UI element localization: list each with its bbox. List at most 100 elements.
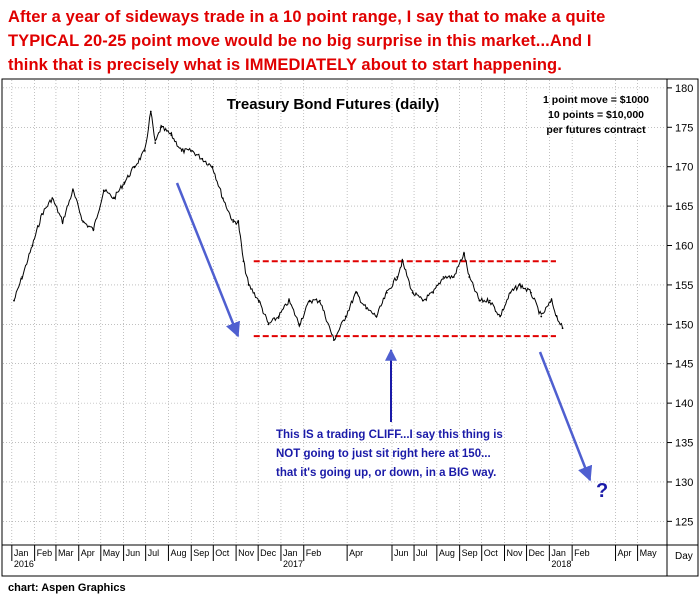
price-point [180, 150, 183, 152]
year-label: 2016 [14, 559, 34, 569]
price-point [237, 220, 240, 223]
headline: After a year of sideways trade in a 10 p… [8, 5, 678, 77]
x-tick-label: Nov [238, 548, 255, 558]
price-point [432, 291, 435, 294]
price-point [288, 299, 290, 302]
plot-frame [1, 78, 699, 577]
price-point [277, 315, 280, 318]
x-tick-label: Nov [506, 548, 523, 558]
price-point [242, 260, 245, 263]
contract-note-3: per futures contract [546, 124, 646, 136]
price-point [499, 315, 501, 318]
series [13, 110, 564, 341]
y-tick-label: 175 [675, 122, 693, 134]
range-lines [253, 260, 556, 338]
chart-credit: chart: Aspen Graphics [8, 582, 126, 594]
price-point [13, 299, 15, 302]
price-point [519, 284, 521, 286]
x-tick-label: Feb [37, 548, 53, 558]
price-point [144, 150, 146, 152]
price-point [401, 260, 404, 263]
price-point [332, 339, 335, 341]
year-label: 2018 [551, 559, 571, 569]
x-tick-label: Feb [306, 548, 322, 558]
price-point [113, 197, 115, 200]
price-point [509, 291, 512, 294]
price-point [385, 291, 388, 294]
headline-line-1: After a year of sideways trade in a 10 p… [8, 8, 606, 26]
y-tick-label: 130 [675, 477, 693, 489]
price-point [149, 110, 152, 113]
price-point [463, 252, 465, 255]
price-point [51, 197, 54, 200]
price-point [452, 276, 455, 278]
x-tick-label: Mar [58, 548, 74, 558]
callout-line-2: NOT going to just sit right here at 150.… [276, 448, 491, 460]
x-tick-label: Aug [170, 548, 186, 558]
price-point [375, 315, 378, 318]
price-point [478, 299, 481, 302]
x-tick-label: Jan [551, 548, 566, 558]
price-point [102, 189, 105, 192]
arrow-down-left [175, 182, 240, 338]
price-point [365, 307, 368, 310]
price-point [154, 142, 157, 144]
price-point [232, 220, 235, 223]
headline-line-2: TYPICAL 20-25 point move would be no big… [8, 32, 592, 50]
price-point [468, 276, 471, 278]
day-unit-label: Day [675, 551, 693, 562]
headline-line-3: think that is precisely what is IMMEDIAT… [8, 56, 562, 74]
y-tick-label: 125 [675, 516, 693, 528]
chart-title: Treasury Bond Futures (daily) [227, 96, 440, 113]
price-point [298, 323, 301, 326]
price-point [71, 189, 74, 192]
price-point [396, 276, 399, 278]
x-tick-label: Aug [439, 548, 455, 558]
y-tick-label: 155 [675, 280, 693, 292]
price-point [191, 150, 193, 152]
price-point [319, 299, 321, 302]
x-tick-label: Jun [126, 548, 141, 558]
x-tick-label: Apr [618, 548, 632, 558]
grid [3, 80, 667, 545]
price-point [411, 291, 414, 294]
price-point [211, 165, 214, 168]
y-tick-label: 140 [675, 398, 693, 410]
price-point [61, 220, 64, 223]
x-tick-label: Dec [529, 548, 546, 558]
callout-line-3: that it's going up, or down, in a BIG wa… [276, 467, 496, 479]
price-point [355, 291, 357, 294]
price-point [344, 315, 347, 318]
y-tick-label: 170 [675, 162, 693, 174]
price-point [170, 134, 173, 137]
callout-line-1: This IS a trading CLIFF...I say this thi… [276, 429, 503, 441]
x-tick-label: Apr [349, 548, 363, 558]
contract-note-2: 10 points = $10,000 [548, 109, 644, 121]
price-point [201, 157, 204, 160]
price-point [555, 315, 558, 318]
x-axis: Jan Feb Mar Apr May Jun Jul Aug Sep Oct Nov Dec Jan F… [11, 545, 657, 569]
year-label: 2017 [283, 559, 303, 569]
price-point [308, 299, 311, 302]
x-tick-label: Oct [484, 548, 499, 558]
price-point [133, 165, 136, 168]
price-point [92, 228, 95, 231]
x-tick-label: Apr [81, 548, 95, 558]
price-point [247, 284, 250, 286]
price-point [550, 299, 553, 302]
x-tick-label: Oct [215, 548, 230, 558]
y-tick-label: 150 [675, 319, 693, 331]
y-tick-label: 165 [675, 201, 693, 213]
price-point [82, 220, 85, 223]
y-tick-label: 180 [675, 83, 693, 95]
x-tick-label: Feb [574, 548, 590, 558]
x-tick-label: Jan [14, 548, 29, 558]
price-line [13, 111, 564, 341]
price-point [31, 244, 34, 247]
x-tick-label: Sep [462, 548, 478, 558]
price-point [267, 323, 270, 326]
y-tick-label: 135 [675, 438, 693, 450]
price-point [21, 276, 24, 278]
